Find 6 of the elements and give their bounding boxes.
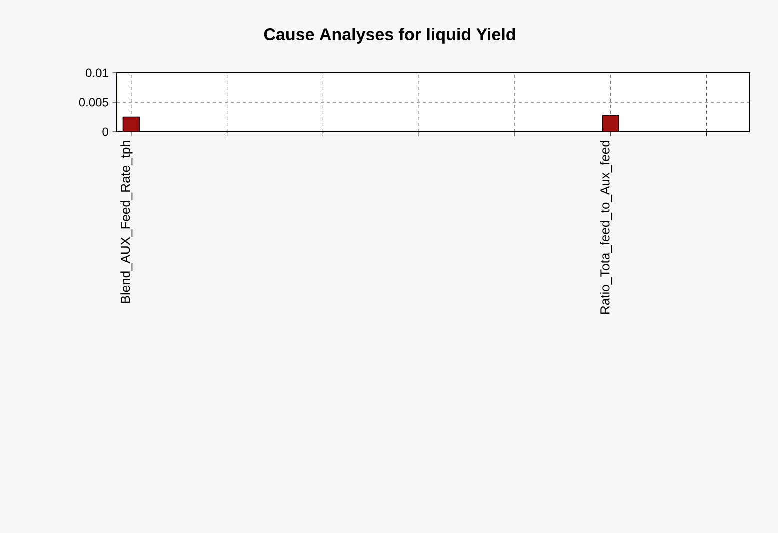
x-tick-label: Ratio_Tota_feed_to_Aux_feed — [600, 140, 612, 314]
y-tick-label: 0.005 — [79, 98, 108, 107]
y-tick-label: 0 — [102, 128, 108, 136]
y-tick-label: 0.01 — [86, 68, 108, 78]
x-tick-label: Blend_AUX_Feed_Rate_tph — [120, 140, 133, 304]
chart-title: Cause Analyses for liquid Yield — [264, 28, 516, 44]
